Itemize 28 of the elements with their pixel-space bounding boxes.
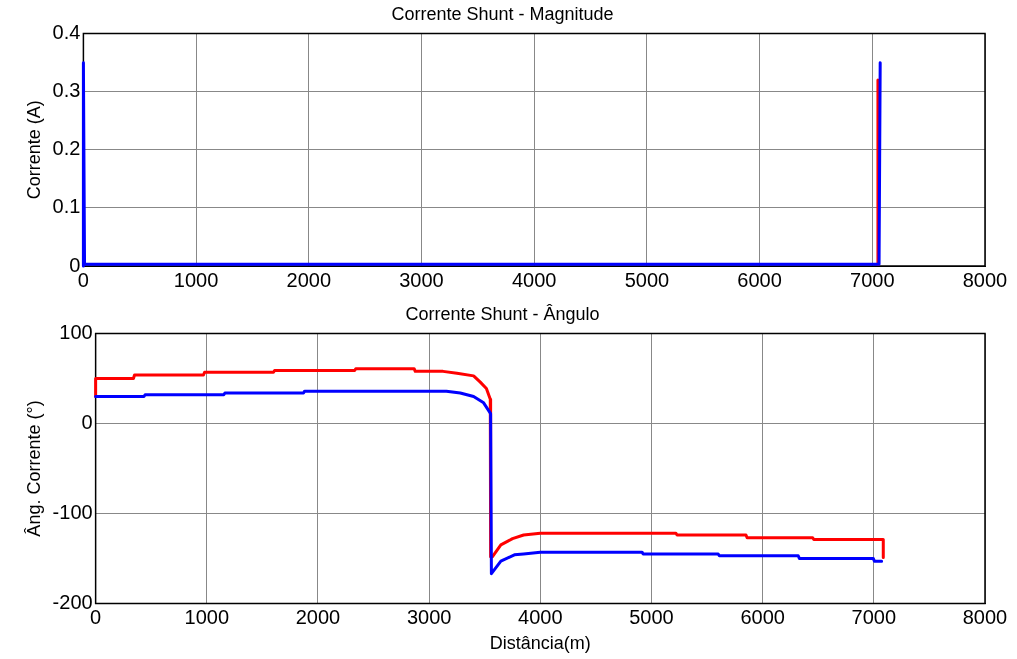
x-tick-label: 7000 — [850, 268, 895, 291]
x-tick-label: 2000 — [295, 605, 341, 628]
x-tick-label: 8000 — [962, 605, 1008, 628]
x-tick-label: 5000 — [624, 268, 670, 291]
x-tick-label: 8000 — [962, 268, 1008, 291]
y-tick-label: -100 — [52, 500, 93, 523]
y-tick-label: 0.3 — [52, 79, 81, 102]
y-tick-label: 0 — [81, 411, 93, 434]
x-tick-label: 2000 — [286, 268, 332, 291]
x-tick-label: 4000 — [511, 268, 557, 291]
x-tick-label: 3000 — [406, 605, 452, 628]
y-tick-label: 0.1 — [52, 195, 81, 218]
x-tick-label: 6000 — [737, 268, 782, 291]
y-tick-label: 0.4 — [52, 21, 81, 44]
x-axis-title: Distância(m) — [489, 633, 591, 654]
y-axis-title: Corrente (A) — [23, 100, 44, 200]
x-tick-label: 4000 — [518, 605, 563, 628]
y-axis-title: Âng. Corrente (°) — [23, 400, 44, 537]
x-tick-label: 6000 — [740, 605, 785, 628]
y-tick-label: 0.2 — [52, 137, 81, 160]
x-tick-label: 3000 — [399, 268, 444, 291]
x-tick-label: 5000 — [629, 605, 674, 628]
x-tick-label: 7000 — [851, 605, 897, 628]
chart-title: Corrente Shunt - Ângulo — [405, 303, 600, 324]
x-tick-label: 1000 — [173, 268, 219, 291]
x-tick-label: 1000 — [184, 605, 230, 628]
y-tick-label: 100 — [59, 321, 93, 344]
chart-title: Corrente Shunt - Magnitude — [391, 3, 614, 24]
